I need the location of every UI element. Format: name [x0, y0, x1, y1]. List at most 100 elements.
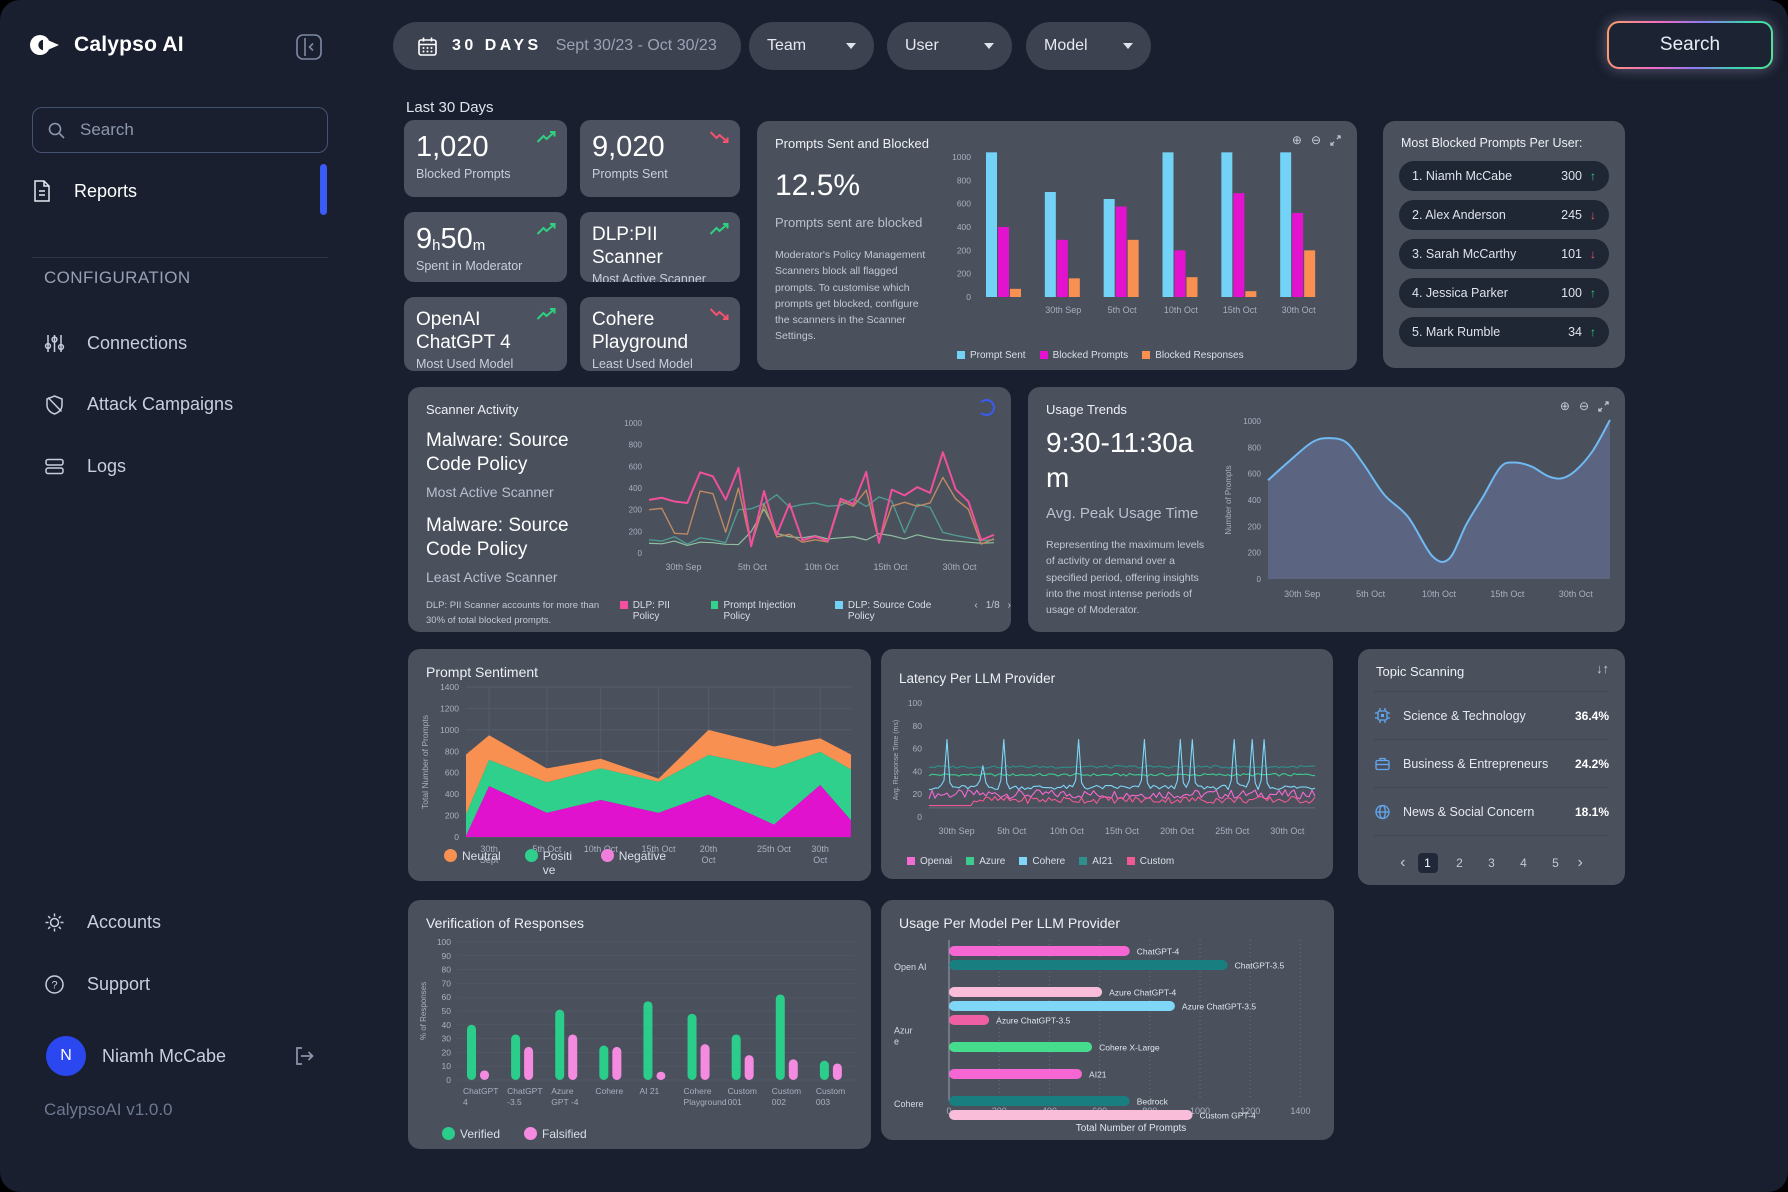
svg-text:-3.5: -3.5 [507, 1097, 522, 1107]
svg-text:Avg. Response Time (ms): Avg. Response Time (ms) [893, 720, 900, 800]
svg-text:600: 600 [445, 768, 459, 778]
svg-text:Playground: Playground [684, 1097, 727, 1107]
legend-label: AI21 [1092, 856, 1113, 867]
topic-row: News & Social Concern 18.1% [1374, 787, 1609, 836]
page-button[interactable]: 4 [1520, 856, 1527, 870]
legend-label: Negative [618, 849, 667, 863]
dropdown-label: Model [1044, 37, 1088, 54]
legend-pagination: ‹ 1/8 › [974, 600, 1011, 611]
stat-card: DLP:PII Scanner Most Active Scanner [580, 212, 740, 282]
zoom-in-icon[interactable]: ⊕ [1559, 399, 1570, 413]
svg-text:30th Oct: 30th Oct [942, 562, 977, 572]
svg-text:15th Oct: 15th Oct [1105, 826, 1140, 836]
user-filter-dropdown[interactable]: User [887, 22, 1012, 70]
search-icon [48, 122, 65, 139]
page-button[interactable]: 5 [1552, 856, 1559, 870]
svg-text:?: ? [51, 980, 57, 992]
sidebar-item-support[interactable]: ? Support [44, 974, 150, 995]
topic-percentage: 18.1% [1574, 804, 1609, 819]
prev-page-icon[interactable]: ‹ [1400, 854, 1406, 871]
chart-legend: Neutral Positive Negative [444, 849, 666, 877]
svg-text:1400: 1400 [440, 682, 459, 692]
svg-text:30: 30 [442, 1034, 452, 1044]
user-profile[interactable]: N Niamh McCabe [46, 1036, 226, 1076]
stat-card: 9,020 Prompts Sent [580, 120, 740, 197]
blocked-user-row: 1. Niamh McCabe 300 ↑ [1399, 161, 1609, 191]
svg-text:800: 800 [629, 441, 643, 450]
svg-text:AI21: AI21 [1089, 1070, 1107, 1080]
logout-button[interactable] [292, 1044, 316, 1073]
topic-row: Business & Entrepreneurs 24.2% [1374, 739, 1609, 787]
zoom-out-icon[interactable]: ⊖ [1310, 133, 1321, 147]
zoom-in-icon[interactable]: ⊕ [1291, 133, 1302, 147]
topic-percentage: 36.4% [1574, 708, 1609, 723]
svg-text:1000: 1000 [624, 419, 642, 428]
sidebar-item-attack-campaigns[interactable]: Attack Campaigns [44, 394, 233, 415]
svg-text:Cohere: Cohere [684, 1086, 712, 1096]
svg-text:90: 90 [442, 951, 452, 961]
sidebar-item-label: Logs [87, 456, 127, 476]
legend-item: Verified [442, 1127, 500, 1141]
sidebar-item-logs[interactable]: Logs [44, 456, 126, 477]
sidebar-item-connections[interactable]: Connections [44, 333, 187, 354]
chart-legend: Prompt Sent Blocked Prompts Blocked Respon… [957, 350, 1244, 361]
svg-text:15th Oct: 15th Oct [1490, 589, 1525, 599]
briefcase-icon [1375, 757, 1390, 770]
expand-icon[interactable] [1598, 400, 1609, 412]
stat-card: 9h50m Spent in Moderator [404, 212, 567, 282]
stat-label: Spent in Moderator [416, 259, 523, 273]
svg-text:Open AI: Open AI [894, 962, 927, 972]
team-filter-dropdown[interactable]: Team [749, 22, 874, 70]
search-button[interactable]: Search [1607, 21, 1773, 69]
prev-page-icon[interactable]: ‹ [974, 600, 978, 611]
svg-text:AI 21: AI 21 [639, 1086, 659, 1096]
page-button[interactable]: 3 [1488, 856, 1495, 870]
date-range-picker[interactable]: 30 DAYS Sept 30/23 - Oct 30/23 [393, 22, 741, 70]
svg-text:100: 100 [908, 698, 922, 708]
page-button[interactable]: 1 [1417, 853, 1438, 873]
model-filter-dropdown[interactable]: Model [1026, 22, 1151, 70]
svg-text:5th Oct: 5th Oct [532, 844, 562, 854]
svg-text:Azure ChatGPT-3.5: Azure ChatGPT-3.5 [996, 1016, 1070, 1026]
stat-value: ChatGPT 4 [416, 332, 511, 354]
app-version: CalypsoAI v1.0.0 [44, 1100, 173, 1119]
svg-text:800: 800 [445, 746, 459, 756]
most-active-scanner-label: Most Active Scanner [426, 484, 554, 500]
legend-label: Neutral [462, 849, 501, 863]
stats-grid: 1,020 Blocked Prompts 9,020 Prompts Sent 9h5… [404, 120, 740, 371]
next-page-icon[interactable]: › [1577, 854, 1583, 871]
stat-value: 1,020 [416, 131, 489, 163]
arrow-up-icon: ↑ [1590, 325, 1596, 339]
trend-up-icon [536, 308, 556, 320]
svg-text:200: 200 [957, 269, 971, 279]
sidebar-search[interactable] [32, 107, 328, 153]
chip-icon [1375, 707, 1390, 723]
stat-card: OpenAI ChatGPT 4 Most Used Model [404, 297, 567, 371]
sidebar-item-reports[interactable]: Reports [32, 180, 137, 202]
legend-label: Positive [542, 849, 573, 877]
svg-text:600: 600 [629, 462, 643, 471]
sidebar-item-accounts[interactable]: Accounts [44, 912, 161, 933]
usage-per-model-panel: Usage Per Model Per LLM Provider 0200400… [881, 900, 1334, 1140]
help-icon: ? [45, 975, 64, 994]
sidebar: Calypso AI Reports [0, 0, 330, 1192]
search-input[interactable] [78, 119, 282, 141]
chevron-down-icon [1123, 43, 1133, 49]
zoom-out-icon[interactable]: ⊖ [1578, 399, 1589, 413]
next-page-icon[interactable]: › [1007, 600, 1011, 611]
expand-icon[interactable] [1330, 134, 1341, 146]
panel-title: Prompts Sent and Blocked [775, 136, 929, 151]
stat-value: 9,020 [592, 131, 665, 163]
legend-label: Openai [920, 856, 953, 867]
topic-scanning-panel: Topic Scanning ↓↑ Science & Technology 36… [1358, 649, 1625, 885]
trend-down-icon [709, 308, 729, 320]
page-button[interactable]: 2 [1456, 856, 1463, 870]
sidebar-collapse-button[interactable] [296, 34, 322, 60]
globe-icon [1375, 804, 1390, 819]
sort-icon[interactable]: ↓↑ [1596, 661, 1609, 676]
legend-swatch [524, 849, 538, 862]
svg-text:002: 002 [772, 1097, 786, 1107]
svg-text:Azure ChatGPT-4: Azure ChatGPT-4 [1109, 988, 1176, 998]
trend-up-icon [709, 223, 729, 235]
